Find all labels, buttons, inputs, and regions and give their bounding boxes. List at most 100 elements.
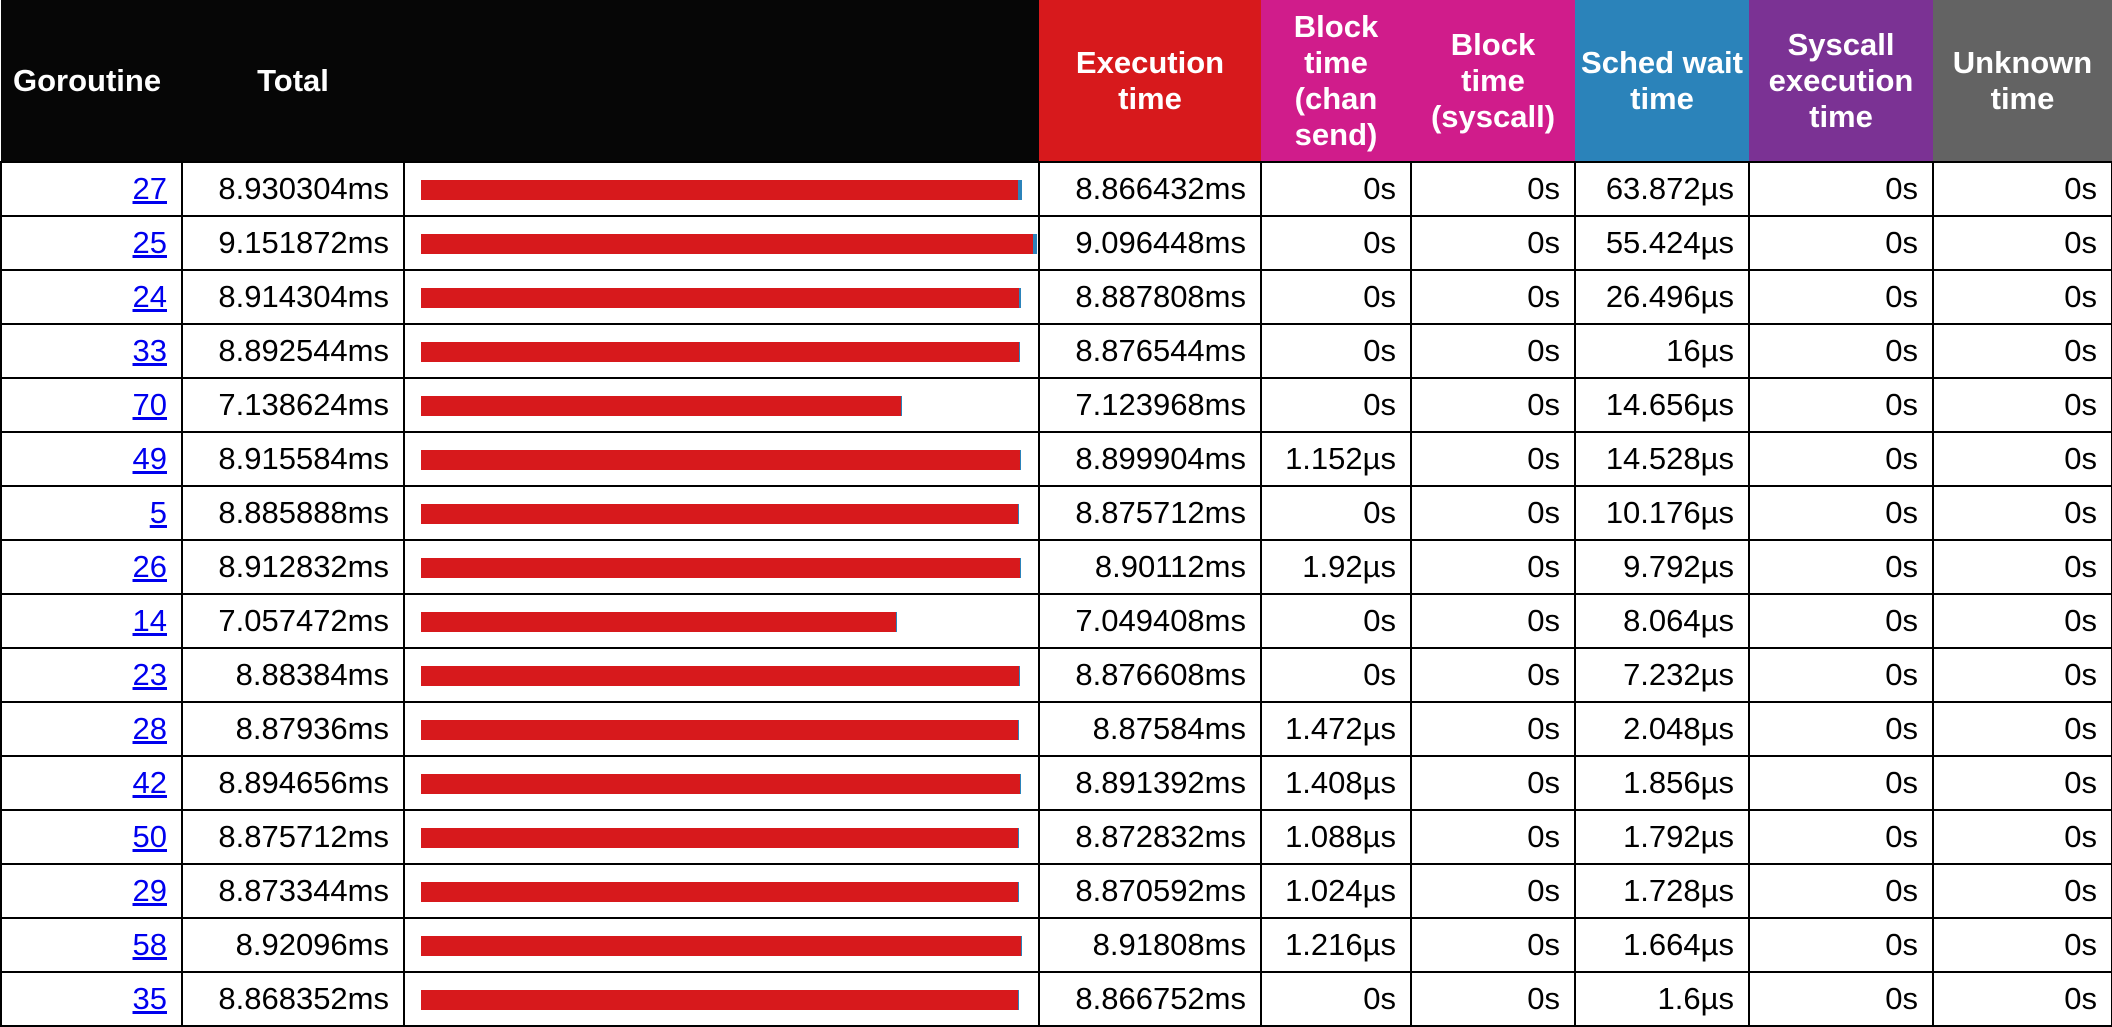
sched-wait-cell: 10.176µs (1574, 485, 1750, 541)
goroutine-id-cell: 24 (0, 269, 183, 325)
bar-segment-execution (421, 990, 1018, 1010)
goroutine-link[interactable]: 50 (132, 819, 167, 854)
time-bar-cell (403, 431, 1040, 487)
block-syscall-cell: 0s (1410, 647, 1576, 703)
table-row: 23 8.88384ms 8.876608ms 0s 0s 7.232µs 0s 0s (0, 647, 2112, 703)
time-bar (421, 450, 1021, 470)
time-bar-cell (403, 161, 1040, 217)
total-cell: 7.138624ms (181, 377, 405, 433)
total-cell: 8.930304ms (181, 161, 405, 217)
header-goroutine[interactable]: Goroutine (1, 0, 182, 162)
header-sched-wait[interactable]: Sched wait time (1575, 0, 1749, 162)
block-syscall-cell: 0s (1410, 809, 1576, 865)
table-row: 33 8.892544ms 8.876544ms 0s 0s 16µs 0s 0s (0, 323, 2112, 379)
bar-segment-sched-wait (1017, 180, 1023, 200)
goroutine-id-cell: 29 (0, 863, 183, 919)
goroutine-link[interactable]: 26 (132, 549, 167, 584)
bar-segment-execution (421, 828, 1019, 848)
sched-wait-cell: 1.728µs (1574, 863, 1750, 919)
goroutine-link[interactable]: 5 (149, 495, 167, 530)
syscall-execution-cell: 0s (1748, 539, 1934, 595)
syscall-execution-cell: 0s (1748, 377, 1934, 433)
unknown-time-cell: 0s (1932, 593, 2112, 649)
unknown-time-cell: 0s (1932, 863, 2112, 919)
block-syscall-cell: 0s (1410, 917, 1576, 973)
header-block-chan-send[interactable]: Block time (chan send) (1261, 0, 1411, 162)
execution-time-cell: 7.049408ms (1038, 593, 1262, 649)
block-syscall-cell: 0s (1410, 593, 1576, 649)
bar-segment-sched-wait (1020, 558, 1022, 578)
block-chan-send-cell: 1.472µs (1260, 701, 1412, 757)
bar-segment-sched-wait (1018, 504, 1020, 524)
execution-time-cell: 8.866752ms (1038, 971, 1262, 1027)
bar-segment-sched-wait (1018, 342, 1020, 362)
header-block-syscall[interactable]: Block time (syscall) (1411, 0, 1575, 162)
total-cell: 8.88384ms (181, 647, 405, 703)
table-row: 26 8.912832ms 8.90112ms 1.92µs 0s 9.792µs 0s 0s (0, 539, 2112, 595)
sched-wait-cell: 14.656µs (1574, 377, 1750, 433)
goroutine-link[interactable]: 27 (132, 171, 167, 206)
header-total[interactable]: Total (182, 0, 404, 162)
goroutine-link[interactable]: 35 (132, 981, 167, 1016)
time-bar (421, 936, 1023, 956)
execution-time-cell: 8.91808ms (1038, 917, 1262, 973)
execution-time-cell: 8.872832ms (1038, 809, 1262, 865)
goroutine-link[interactable]: 25 (132, 225, 167, 260)
goroutine-link[interactable]: 33 (132, 333, 167, 368)
time-bar-cell (403, 809, 1040, 865)
table-row: 28 8.87936ms 8.87584ms 1.472µs 0s 2.048µs 0s 0s (0, 701, 2112, 757)
bar-segment-sched-wait (1018, 828, 1020, 848)
sched-wait-cell: 16µs (1574, 323, 1750, 379)
time-bar-cell (403, 593, 1040, 649)
syscall-execution-cell: 0s (1748, 161, 1934, 217)
total-cell: 8.92096ms (181, 917, 405, 973)
block-chan-send-cell: 1.408µs (1260, 755, 1412, 811)
goroutine-link[interactable]: 29 (132, 873, 167, 908)
goroutine-link[interactable]: 14 (132, 603, 167, 638)
total-cell: 8.875712ms (181, 809, 405, 865)
goroutine-link[interactable]: 28 (132, 711, 167, 746)
time-bar-cell (403, 701, 1040, 757)
goroutine-link[interactable]: 24 (132, 279, 167, 314)
time-bar (421, 558, 1022, 578)
execution-time-cell: 8.90112ms (1038, 539, 1262, 595)
bar-segment-execution (421, 180, 1018, 200)
goroutine-link[interactable]: 23 (132, 657, 167, 692)
table-row: 70 7.138624ms 7.123968ms 0s 0s 14.656µs 0s 0s (0, 377, 2112, 433)
header-syscall-execution[interactable]: Syscall execution time (1749, 0, 1933, 162)
total-cell: 8.873344ms (181, 863, 405, 919)
bar-segment-execution (421, 936, 1022, 956)
unknown-time-cell: 0s (1932, 755, 2112, 811)
bar-segment-sched-wait (900, 396, 902, 416)
table-row: 29 8.873344ms 8.870592ms 1.024µs 0s 1.728µs 0s… (0, 863, 2112, 919)
time-bar-cell (403, 647, 1040, 703)
bar-segment-execution (421, 234, 1034, 254)
total-cell: 8.912832ms (181, 539, 405, 595)
time-bar (421, 234, 1037, 254)
syscall-execution-cell: 0s (1748, 971, 1934, 1027)
bar-segment-sched-wait (1021, 936, 1023, 956)
unknown-time-cell: 0s (1932, 971, 2112, 1027)
goroutine-link[interactable]: 49 (132, 441, 167, 476)
goroutine-link[interactable]: 58 (132, 927, 167, 962)
bar-segment-execution (421, 504, 1019, 524)
block-syscall-cell: 0s (1410, 971, 1576, 1027)
syscall-execution-cell: 0s (1748, 269, 1934, 325)
bar-segment-execution (421, 720, 1019, 740)
total-cell: 7.057472ms (181, 593, 405, 649)
goroutine-id-cell: 50 (0, 809, 183, 865)
unknown-time-cell: 0s (1932, 701, 2112, 757)
syscall-execution-cell: 0s (1748, 485, 1934, 541)
sched-wait-cell: 14.528µs (1574, 431, 1750, 487)
bar-segment-sched-wait (1020, 450, 1021, 470)
time-bar (421, 396, 902, 416)
bar-segment-execution (421, 558, 1021, 578)
header-unknown-time[interactable]: Unknown time (1933, 0, 2112, 162)
bar-segment-sched-wait (1033, 234, 1037, 254)
header-execution-time[interactable]: Execution time (1039, 0, 1261, 162)
unknown-time-cell: 0s (1932, 809, 2112, 865)
unknown-time-cell: 0s (1932, 269, 2112, 325)
unknown-time-cell: 0s (1932, 485, 2112, 541)
goroutine-link[interactable]: 70 (132, 387, 167, 422)
goroutine-link[interactable]: 42 (132, 765, 167, 800)
